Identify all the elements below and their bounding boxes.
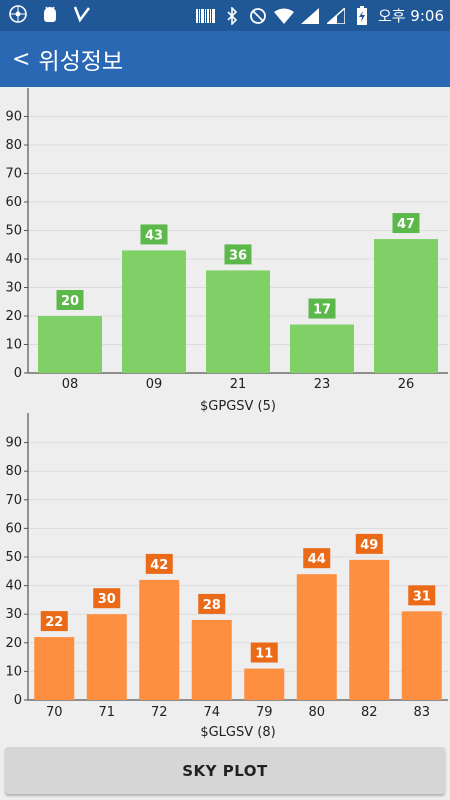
- do-not-disturb-icon: [248, 6, 268, 26]
- y-tick-label: 20: [5, 309, 22, 324]
- y-tick-label: 90: [5, 110, 22, 125]
- gpgsv-chart: 0 10 20 30 40 50 60 70 80 90 20 08 43 09 36 21 17 23 47 26 $…: [0, 88, 450, 413]
- signal-icon: [300, 6, 320, 26]
- y-tick-label: 60: [5, 521, 22, 536]
- glgsv-bar-71: [86, 614, 127, 700]
- x-tick-label: 79: [256, 705, 273, 720]
- x-tick-label: 23: [314, 377, 331, 392]
- y-tick-label: 80: [5, 464, 22, 479]
- back-button[interactable]: <: [12, 46, 31, 72]
- sky-plot-button[interactable]: SKY PLOT: [5, 747, 445, 794]
- data-label: 20: [61, 294, 79, 309]
- data-label: 17: [313, 303, 331, 318]
- data-label: 22: [45, 615, 63, 630]
- android-debug-icon: [40, 4, 60, 24]
- gpgsv-bar-26: [374, 239, 438, 373]
- data-label-box: [56, 290, 84, 310]
- y-tick-label: 10: [5, 338, 22, 353]
- wifi-icon: [273, 6, 294, 26]
- status-bar: 오후 9:06: [0, 0, 450, 31]
- y-tick-label: 80: [5, 138, 22, 153]
- data-label: 43: [145, 228, 163, 243]
- x-tick-label: 70: [46, 705, 63, 720]
- glgsv-bar-82: [349, 559, 390, 700]
- data-label: 42: [150, 558, 168, 573]
- data-label-box: [250, 642, 278, 663]
- x-tick-label: 21: [230, 377, 247, 392]
- app-icon: [8, 4, 28, 24]
- x-axis-title: $GLGSV (8): [200, 725, 275, 740]
- x-tick-label: 71: [98, 705, 115, 720]
- data-label-box: [224, 244, 252, 265]
- data-label: 49: [360, 538, 378, 553]
- x-tick-label: 82: [361, 705, 378, 720]
- y-tick-label: 30: [5, 281, 22, 296]
- x-tick-label: 09: [146, 377, 163, 392]
- data-label-box: [145, 553, 173, 574]
- glgsv-bar-83: [401, 611, 442, 700]
- data-label: 36: [229, 248, 247, 263]
- data-label: 30: [98, 592, 116, 607]
- data-label: 31: [413, 589, 431, 604]
- status-time: 오후 9:06: [377, 7, 444, 25]
- y-tick-label: 40: [5, 252, 22, 267]
- x-tick-label: 72: [151, 705, 168, 720]
- checkmark-app-icon: [72, 4, 92, 24]
- x-axis-title: $GPGSV (5): [200, 399, 276, 413]
- battery-charging-icon: [352, 5, 372, 26]
- data-label: 47: [397, 217, 415, 232]
- gpgsv-bar-23: [290, 324, 354, 373]
- data-label-box: [40, 611, 68, 632]
- x-tick-label: 80: [308, 705, 325, 720]
- glgsv-bar-74: [191, 619, 232, 700]
- bluetooth-icon: [222, 6, 242, 26]
- data-label-box: [408, 585, 436, 606]
- y-tick-label: 40: [5, 579, 22, 594]
- y-tick-label: 0: [14, 366, 22, 381]
- glgsv-bar-70: [34, 637, 75, 700]
- gpgsv-bar-09: [122, 250, 186, 373]
- y-tick-label: 90: [5, 436, 22, 451]
- data-label-box: [93, 588, 121, 609]
- x-tick-label: 26: [398, 377, 415, 392]
- page-title: 위성정보: [38, 49, 124, 75]
- y-tick-label: 50: [5, 224, 22, 239]
- data-label: 11: [255, 647, 273, 662]
- x-tick-label: 08: [62, 377, 79, 392]
- y-tick-label: 50: [5, 550, 22, 565]
- y-tick-label: 70: [5, 493, 22, 508]
- gpgsv-chart-svg: 0 10 20 30 40 50 60 70 80 90 20 08 43 09 36 21 17 23 47 26 $…: [5, 88, 448, 413]
- data-label-box: [303, 548, 331, 569]
- data-label-box: [198, 593, 226, 614]
- y-tick-label: 20: [5, 636, 22, 651]
- signal-icon-2: [326, 6, 346, 26]
- glgsv-bar-79: [244, 668, 285, 700]
- glgsv-chart: 0 10 20 30 40 50 60 70 80 90 22 70 30 71 42 72 28 74 11 79 4…: [0, 413, 450, 743]
- y-tick-label: 70: [5, 167, 22, 182]
- data-label-box: [392, 213, 420, 234]
- data-label-box: [355, 533, 383, 554]
- data-label: 44: [308, 552, 326, 567]
- data-label: 28: [203, 598, 221, 613]
- data-label-box: [140, 224, 168, 245]
- y-tick-label: 60: [5, 195, 22, 210]
- glgsv-bar-72: [139, 579, 180, 700]
- barcode-icon: [195, 6, 216, 26]
- data-label-box: [308, 298, 336, 319]
- x-tick-label: 83: [413, 705, 430, 720]
- y-tick-label: 0: [14, 693, 22, 708]
- app-bar: < 위성정보: [0, 31, 450, 87]
- x-tick-label: 74: [203, 705, 220, 720]
- y-tick-label: 30: [5, 607, 22, 622]
- glgsv-bar-80: [296, 574, 337, 700]
- y-tick-label: 10: [5, 664, 22, 679]
- gpgsv-bar-08: [38, 316, 102, 373]
- glgsv-chart-svg: 0 10 20 30 40 50 60 70 80 90 22 70 30 71 42 72 28 74 11 79 4…: [5, 413, 448, 740]
- gpgsv-bar-21: [206, 270, 270, 373]
